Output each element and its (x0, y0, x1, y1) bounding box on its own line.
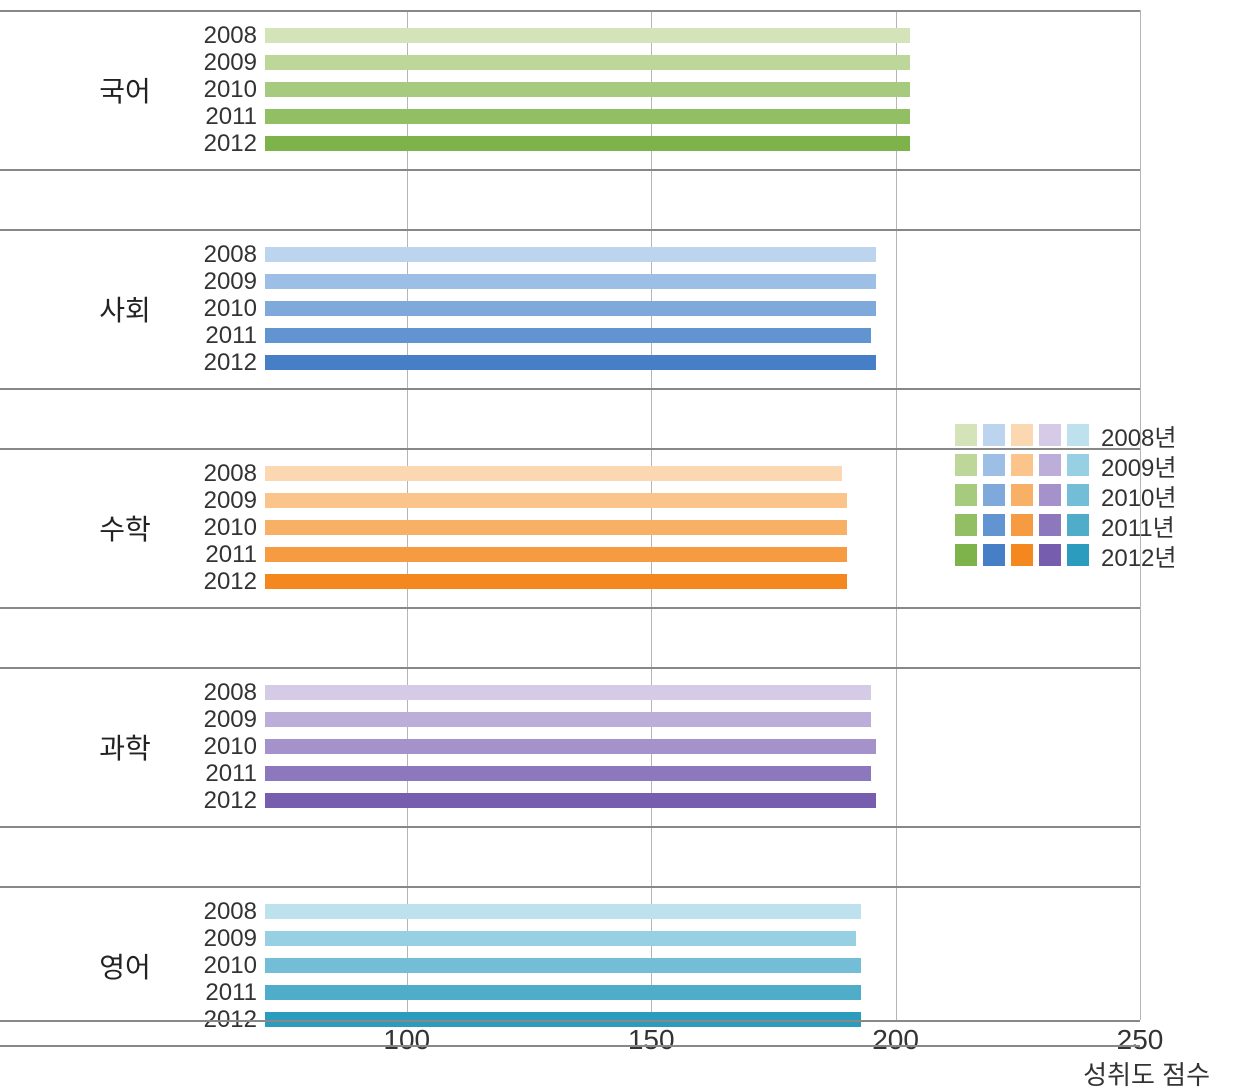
legend-swatch (1011, 424, 1033, 446)
group-label-korean: 국어 (35, 70, 215, 110)
bar-social-2009 (265, 274, 876, 289)
bar-social-2011 (265, 328, 871, 343)
group-label-math: 수학 (35, 508, 215, 548)
legend-swatch (955, 424, 977, 446)
legend-swatch (1039, 454, 1061, 476)
bar-social-2010 (265, 301, 876, 316)
year-label-science-2008: 2008 (187, 679, 257, 707)
bar-science-2010 (265, 739, 876, 754)
bar-social-2008 (265, 247, 876, 262)
legend-swatch (1011, 544, 1033, 566)
bar-math-2009 (265, 493, 847, 508)
legend-swatch (1039, 514, 1061, 536)
legend-row-2008년: 2008년 (955, 420, 1176, 450)
legend-swatch (1039, 484, 1061, 506)
group-border (0, 607, 1140, 609)
legend-swatch (983, 454, 1005, 476)
year-label-social-2008: 2008 (187, 241, 257, 269)
legend-swatch (1067, 514, 1089, 536)
legend-swatch (1039, 544, 1061, 566)
group-border (0, 10, 1140, 12)
bar-social-2012 (265, 355, 876, 370)
bar-english-2011 (265, 985, 861, 1000)
bar-korean-2010 (265, 82, 910, 97)
x-tick-150: 150 (611, 1024, 691, 1056)
group-border (0, 826, 1140, 828)
legend-swatch (1011, 484, 1033, 506)
legend-swatch (1011, 454, 1033, 476)
bar-korean-2008 (265, 28, 910, 43)
legend-swatch (1039, 424, 1061, 446)
x-tick-250: 250 (1100, 1024, 1180, 1056)
bar-math-2012 (265, 574, 847, 589)
gridline-100 (407, 10, 408, 1020)
x-axis-line (0, 1020, 1140, 1022)
year-label-korean-2012: 2012 (187, 130, 257, 158)
group-border (0, 169, 1140, 171)
legend-swatch (1067, 454, 1089, 476)
bar-korean-2009 (265, 55, 910, 70)
legend-swatch (1067, 484, 1089, 506)
year-label-math-2008: 2008 (187, 460, 257, 488)
x-tick-100: 100 (367, 1024, 447, 1056)
bar-korean-2011 (265, 109, 910, 124)
group-label-science: 과학 (35, 727, 215, 767)
year-label-english-2008: 2008 (187, 898, 257, 926)
legend-row-2009년: 2009년 (955, 450, 1176, 480)
legend-label: 2012년 (1101, 538, 1176, 573)
legend-swatch (1067, 424, 1089, 446)
bar-science-2009 (265, 712, 871, 727)
group-border (0, 388, 1140, 390)
bar-science-2011 (265, 766, 871, 781)
legend-swatch (1067, 544, 1089, 566)
legend-swatch (955, 514, 977, 536)
legend-swatch (983, 484, 1005, 506)
legend-swatch (1011, 514, 1033, 536)
bar-science-2008 (265, 685, 871, 700)
year-label-korean-2008: 2008 (187, 22, 257, 50)
legend-swatch (983, 544, 1005, 566)
legend-row-2012년: 2012년 (955, 540, 1176, 570)
gridline-150 (651, 10, 652, 1020)
legend-swatch (983, 514, 1005, 536)
group-border (0, 886, 1140, 888)
legend-swatch (955, 484, 977, 506)
legend-swatch (955, 454, 977, 476)
bar-english-2009 (265, 931, 856, 946)
bar-science-2012 (265, 793, 876, 808)
group-border (0, 1045, 1140, 1047)
legend-swatch (983, 424, 1005, 446)
legend-row-2010년: 2010년 (955, 480, 1176, 510)
year-label-math-2012: 2012 (187, 568, 257, 596)
gridline-200 (896, 10, 897, 1020)
year-label-science-2012: 2012 (187, 787, 257, 815)
achievement-bar-chart: 100150200250성취도 점수20082009201020112012국어… (0, 0, 1240, 1085)
bar-english-2008 (265, 904, 861, 919)
bar-korean-2012 (265, 136, 910, 151)
group-border (0, 229, 1140, 231)
group-border (0, 667, 1140, 669)
x-axis-title: 성취도 점수 (1083, 1055, 1210, 1092)
legend-row-2011년: 2011년 (955, 510, 1176, 540)
bar-math-2010 (265, 520, 847, 535)
legend: 2008년2009년2010년2011년2012년 (955, 420, 1176, 570)
x-tick-200: 200 (856, 1024, 936, 1056)
legend-swatch (955, 544, 977, 566)
bar-math-2011 (265, 547, 847, 562)
bar-english-2010 (265, 958, 861, 973)
bar-math-2008 (265, 466, 842, 481)
group-label-english: 영어 (35, 946, 215, 986)
year-label-social-2012: 2012 (187, 349, 257, 377)
group-label-social: 사회 (35, 289, 215, 329)
